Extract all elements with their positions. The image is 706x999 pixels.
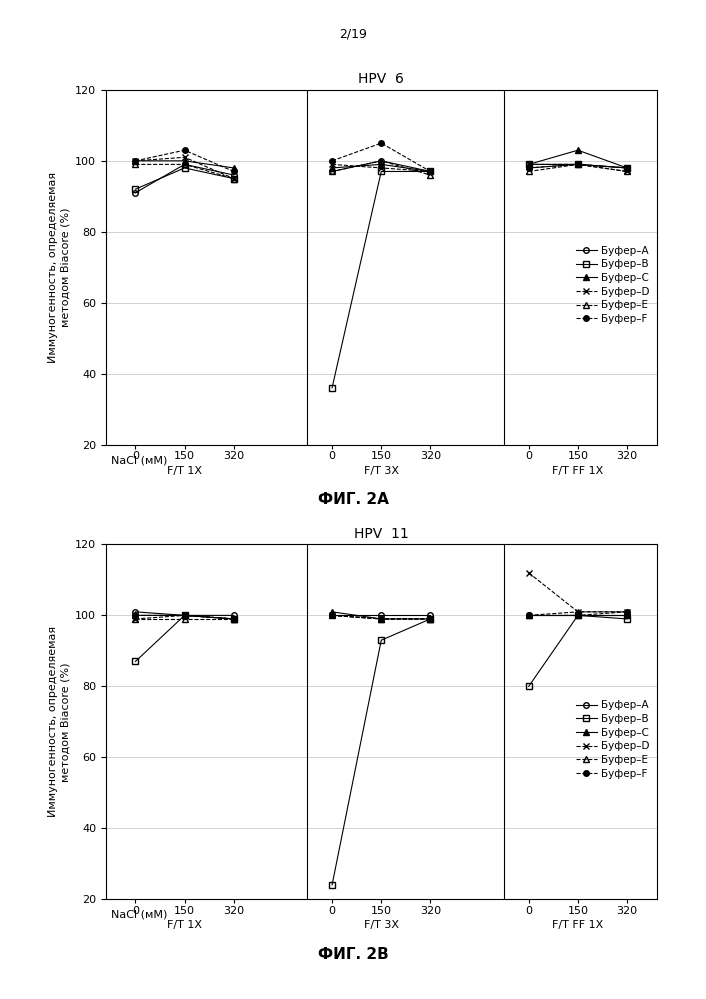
Line: Буфер–D: Буфер–D [132, 612, 237, 622]
Буфер–F [229, 613, 238, 625]
Буфер–С [131, 155, 140, 167]
Text: ФИГ. 2В: ФИГ. 2В [318, 947, 388, 962]
Буфер–В [131, 183, 140, 195]
Text: NaCl (мМ): NaCl (мМ) [111, 910, 167, 920]
Title: HPV  6: HPV 6 [359, 72, 404, 86]
Line: Буфер–В: Буфер–В [133, 165, 237, 192]
Line: Буфер–A: Буфер–A [133, 609, 237, 618]
Text: NaCl (мМ): NaCl (мМ) [111, 456, 167, 466]
Буфер–В [131, 655, 140, 667]
Text: F/T FF 1X: F/T FF 1X [552, 466, 604, 476]
Line: Буфер–A: Буфер–A [133, 162, 237, 196]
Y-axis label: Иммуногенность, определяемая
методом Biacore (%): Иммуногенность, определяемая методом Bia… [48, 172, 71, 363]
Буфер–Е [229, 173, 238, 185]
Буфер–В [180, 609, 189, 621]
Line: Буфер–Е: Буфер–Е [133, 616, 237, 621]
Буфер–A [229, 609, 238, 621]
Text: 2/19: 2/19 [339, 28, 367, 41]
Line: Буфер–F: Буфер–F [133, 612, 237, 621]
Text: F/T 3X: F/T 3X [364, 920, 399, 930]
Text: F/T FF 1X: F/T FF 1X [552, 920, 604, 930]
Буфер–С [180, 155, 189, 167]
Буфер–С [180, 609, 189, 621]
Буфер–В [180, 162, 189, 174]
Буфер–A [180, 609, 189, 621]
Буфер–F [180, 609, 189, 621]
Буфер–Е [131, 159, 140, 171]
Буфер–С [131, 609, 140, 621]
Буфер–F [229, 166, 238, 178]
Text: F/T 3X: F/T 3X [364, 466, 399, 476]
Буфер–Е [229, 613, 238, 625]
Line: Буфер–D: Буфер–D [132, 154, 237, 182]
Буфер–Е [180, 159, 189, 171]
Text: F/T 1X: F/T 1X [167, 466, 202, 476]
Буфер–D [180, 609, 189, 621]
Буфер–A [131, 605, 140, 617]
Буфер–D [131, 155, 140, 167]
Буфер–Е [180, 613, 189, 625]
Text: F/T 1X: F/T 1X [167, 920, 202, 930]
Title: HPV  11: HPV 11 [354, 526, 409, 540]
Буфер–A [229, 169, 238, 181]
Буфер–D [180, 151, 189, 163]
Line: Буфер–С: Буфер–С [133, 612, 237, 621]
Line: Буфер–F: Буфер–F [133, 148, 237, 174]
Line: Буфер–Е: Буфер–Е [133, 162, 237, 182]
Буфер–D [229, 613, 238, 625]
Буфер–D [131, 613, 140, 625]
Буфер–A [180, 159, 189, 171]
Буфер–С [229, 613, 238, 625]
Буфер–F [180, 144, 189, 156]
Буфер–Е [131, 613, 140, 625]
Line: Буфер–С: Буфер–С [133, 158, 237, 171]
Буфер–A [131, 187, 140, 199]
Legend: Буфер–A, Буфер–В, Буфер–С, Буфер–D, Буфер–Е, Буфер–F: Буфер–A, Буфер–В, Буфер–С, Буфер–D, Буфе… [574, 244, 652, 326]
Буфер–D [229, 173, 238, 185]
Буфер–F [131, 609, 140, 621]
Буфер–С [229, 162, 238, 174]
Буфер–В [229, 173, 238, 185]
Буфер–F [131, 155, 140, 167]
Text: ФИГ. 2А: ФИГ. 2А [318, 492, 388, 506]
Legend: Буфер–A, Буфер–В, Буфер–С, Буфер–D, Буфер–Е, Буфер–F: Буфер–A, Буфер–В, Буфер–С, Буфер–D, Буфе… [574, 698, 652, 780]
Y-axis label: Иммуногенность, определяемая
методом Biacore (%): Иммуногенность, определяемая методом Bia… [48, 626, 71, 817]
Буфер–В [229, 613, 238, 625]
Line: Буфер–В: Буфер–В [133, 612, 237, 664]
